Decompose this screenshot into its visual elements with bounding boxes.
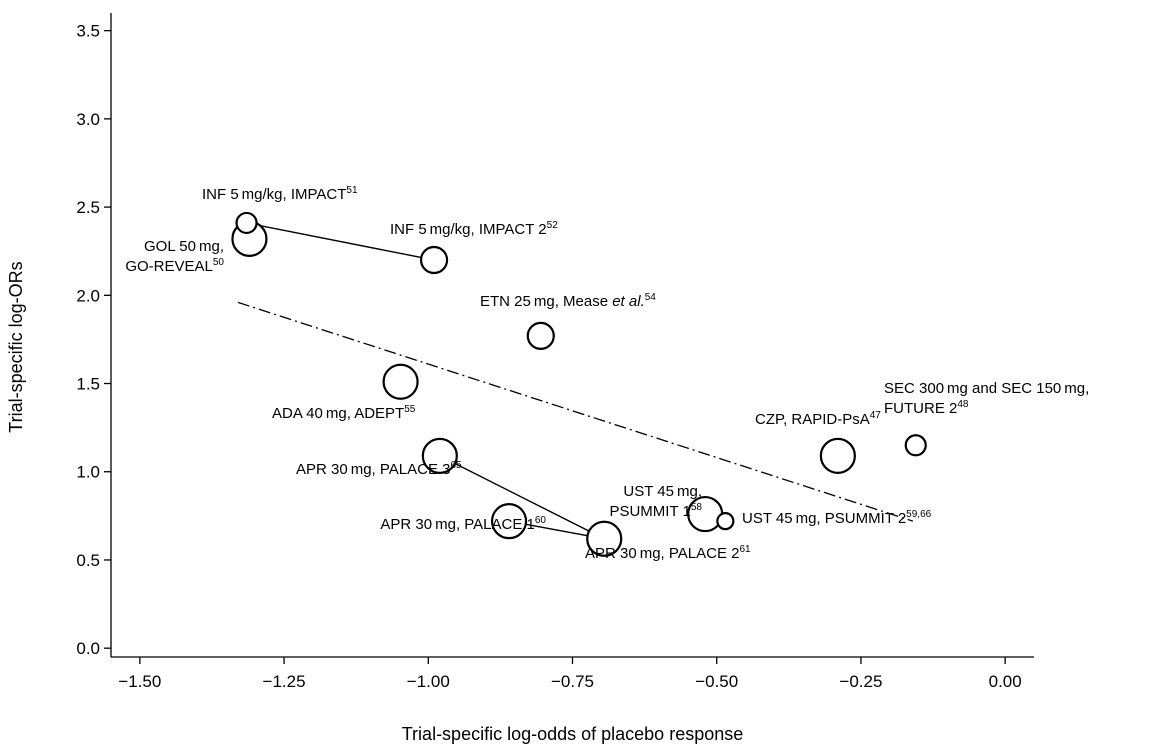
y-tick-label: 1.0 <box>76 463 100 482</box>
x-tick-label: 0.00 <box>989 672 1022 691</box>
point-label-ada-adept: ADA 40 mg, ADEPT55 <box>272 404 416 422</box>
data-point-inf-impact2 <box>419 245 449 275</box>
data-point-czp-rapidpsa <box>819 437 856 474</box>
regression-layer <box>237 301 914 522</box>
point-label-apr-palace1: APR 30 mg, PALACE 160 <box>380 515 546 533</box>
y-tick-label: 1.5 <box>76 375 100 394</box>
data-point-sec-future2 <box>904 434 927 457</box>
point-label-sec-future2: FUTURE 248 <box>884 399 969 417</box>
y-tick-label: 3.5 <box>76 22 100 41</box>
point-label-ust-psummit2: UST 45 mg, PSUMMIT 259,66 <box>742 509 932 527</box>
x-tick-label: −0.75 <box>551 672 594 691</box>
y-tick-label: 2.5 <box>76 198 100 217</box>
axes: −1.50 −1.25 −1.00 −0.75 −0.50 −0.25 0.00 0.00.… <box>76 13 1034 691</box>
y-ticks: 0.0 0.5 1.0 1.5 2.0 2.5 3.0 3.5 <box>76 22 111 658</box>
x-tick-label: −1.50 <box>118 672 161 691</box>
y-tick-label: 0.0 <box>76 639 100 658</box>
point-label-apr-palace2: APR 30 mg, PALACE 261 <box>585 544 751 562</box>
connector-line <box>439 455 605 540</box>
regression-line <box>237 301 914 522</box>
data-point-apr-palace3 <box>421 437 458 474</box>
point-label-czp-rapidpsa: CZP, RAPID-PsA47 <box>755 410 881 428</box>
data-point-apr-palace2 <box>586 520 623 557</box>
point-label-ust-psummit1: UST 45 mg, <box>623 483 702 500</box>
bubble-layer <box>231 211 927 557</box>
point-label-inf-impact: INF 5 mg/kg, IMPACT51 <box>202 185 358 203</box>
y-tick-label: 2.0 <box>76 286 100 305</box>
data-point-etn-mease <box>526 321 555 350</box>
x-axis-title: Trial-specific log-odds of placebo respo… <box>402 724 744 744</box>
x-tick-label: −0.25 <box>839 672 882 691</box>
point-label-apr-palace3: APR 30 mg, PALACE 365 <box>296 460 462 478</box>
point-label-layer: INF 5 mg/kg, IMPACT51 GOL 50 mg, GO-REVEAL… <box>125 185 1089 562</box>
point-label-ust-psummit1: PSUMMIT 158 <box>609 502 702 520</box>
connector-line <box>246 222 435 261</box>
data-point-inf-impact <box>235 211 258 235</box>
data-point-ust-psummit2 <box>716 512 735 531</box>
x-tick-label: −0.50 <box>695 672 738 691</box>
x-tick-label: −1.25 <box>263 672 306 691</box>
point-label-inf-impact2: INF 5 mg/kg, IMPACT 252 <box>390 220 558 238</box>
y-tick-label: 0.5 <box>76 551 100 570</box>
point-label-gol-goreveal: GO-REVEAL50 <box>125 257 224 275</box>
point-label-etn-mease: ETN 25 mg, Mease et al.54 <box>480 292 656 310</box>
point-label-sec-future2: SEC 300 mg and SEC 150 mg, <box>884 380 1089 397</box>
y-tick-label: 3.0 <box>76 110 100 129</box>
data-point-apr-palace1 <box>490 503 528 540</box>
x-tick-label: −1.00 <box>407 672 450 691</box>
y-axis-title: Trial-specific log-ORs <box>6 261 26 432</box>
data-point-ada-adept <box>382 363 419 400</box>
point-label-gol-goreveal: GOL 50 mg, <box>144 238 224 255</box>
x-ticks: −1.50 −1.25 −1.00 −0.75 −0.50 −0.25 0.00 <box>118 657 1022 691</box>
